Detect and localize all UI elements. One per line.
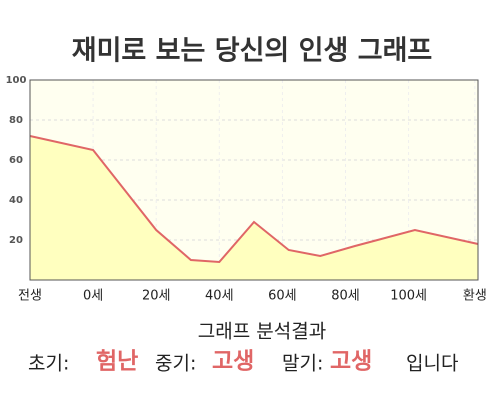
stage-value: 고생 — [212, 349, 254, 375]
stage-value: 고생 — [330, 349, 372, 375]
y-tick-label: 20 — [9, 235, 23, 246]
suffix: 입니다 — [406, 353, 458, 375]
x-tick-label: 80세 — [331, 289, 360, 304]
stage-label: 초기: — [28, 353, 69, 375]
plot: 20 40 60 80 100 전생 0세 20세 40세 60세 80세 100세 환생 — [6, 75, 487, 304]
x-tick-label: 60세 — [268, 289, 297, 304]
y-tick-label: 80 — [9, 115, 23, 126]
x-tick-label: 0세 — [83, 289, 103, 304]
analysis-title: 그래프 분석결과 — [198, 321, 326, 343]
stage-value: 험난 — [96, 349, 138, 375]
x-tick-label: 40세 — [205, 289, 234, 304]
plot-border — [29, 79, 479, 281]
x-tick-label: 환생 — [463, 289, 487, 304]
chart-title: 재미로 보는 당신의 인생 그래프 — [72, 36, 433, 67]
x-tick-label: 전생 — [18, 289, 42, 304]
y-tick-label: 60 — [9, 155, 23, 166]
stage-label: 중기: — [155, 353, 196, 375]
analysis-result: 초기: 험난 중기: 고생 말기: 고생 입니다 — [28, 349, 458, 375]
x-tick-label: 20세 — [142, 289, 171, 304]
x-tick-label: 100세 — [390, 289, 427, 304]
y-tick-label: 40 — [9, 195, 23, 206]
line — [29, 135, 479, 264]
stage-label: 말기: — [282, 353, 323, 375]
y-tick-label: 100 — [6, 75, 27, 86]
